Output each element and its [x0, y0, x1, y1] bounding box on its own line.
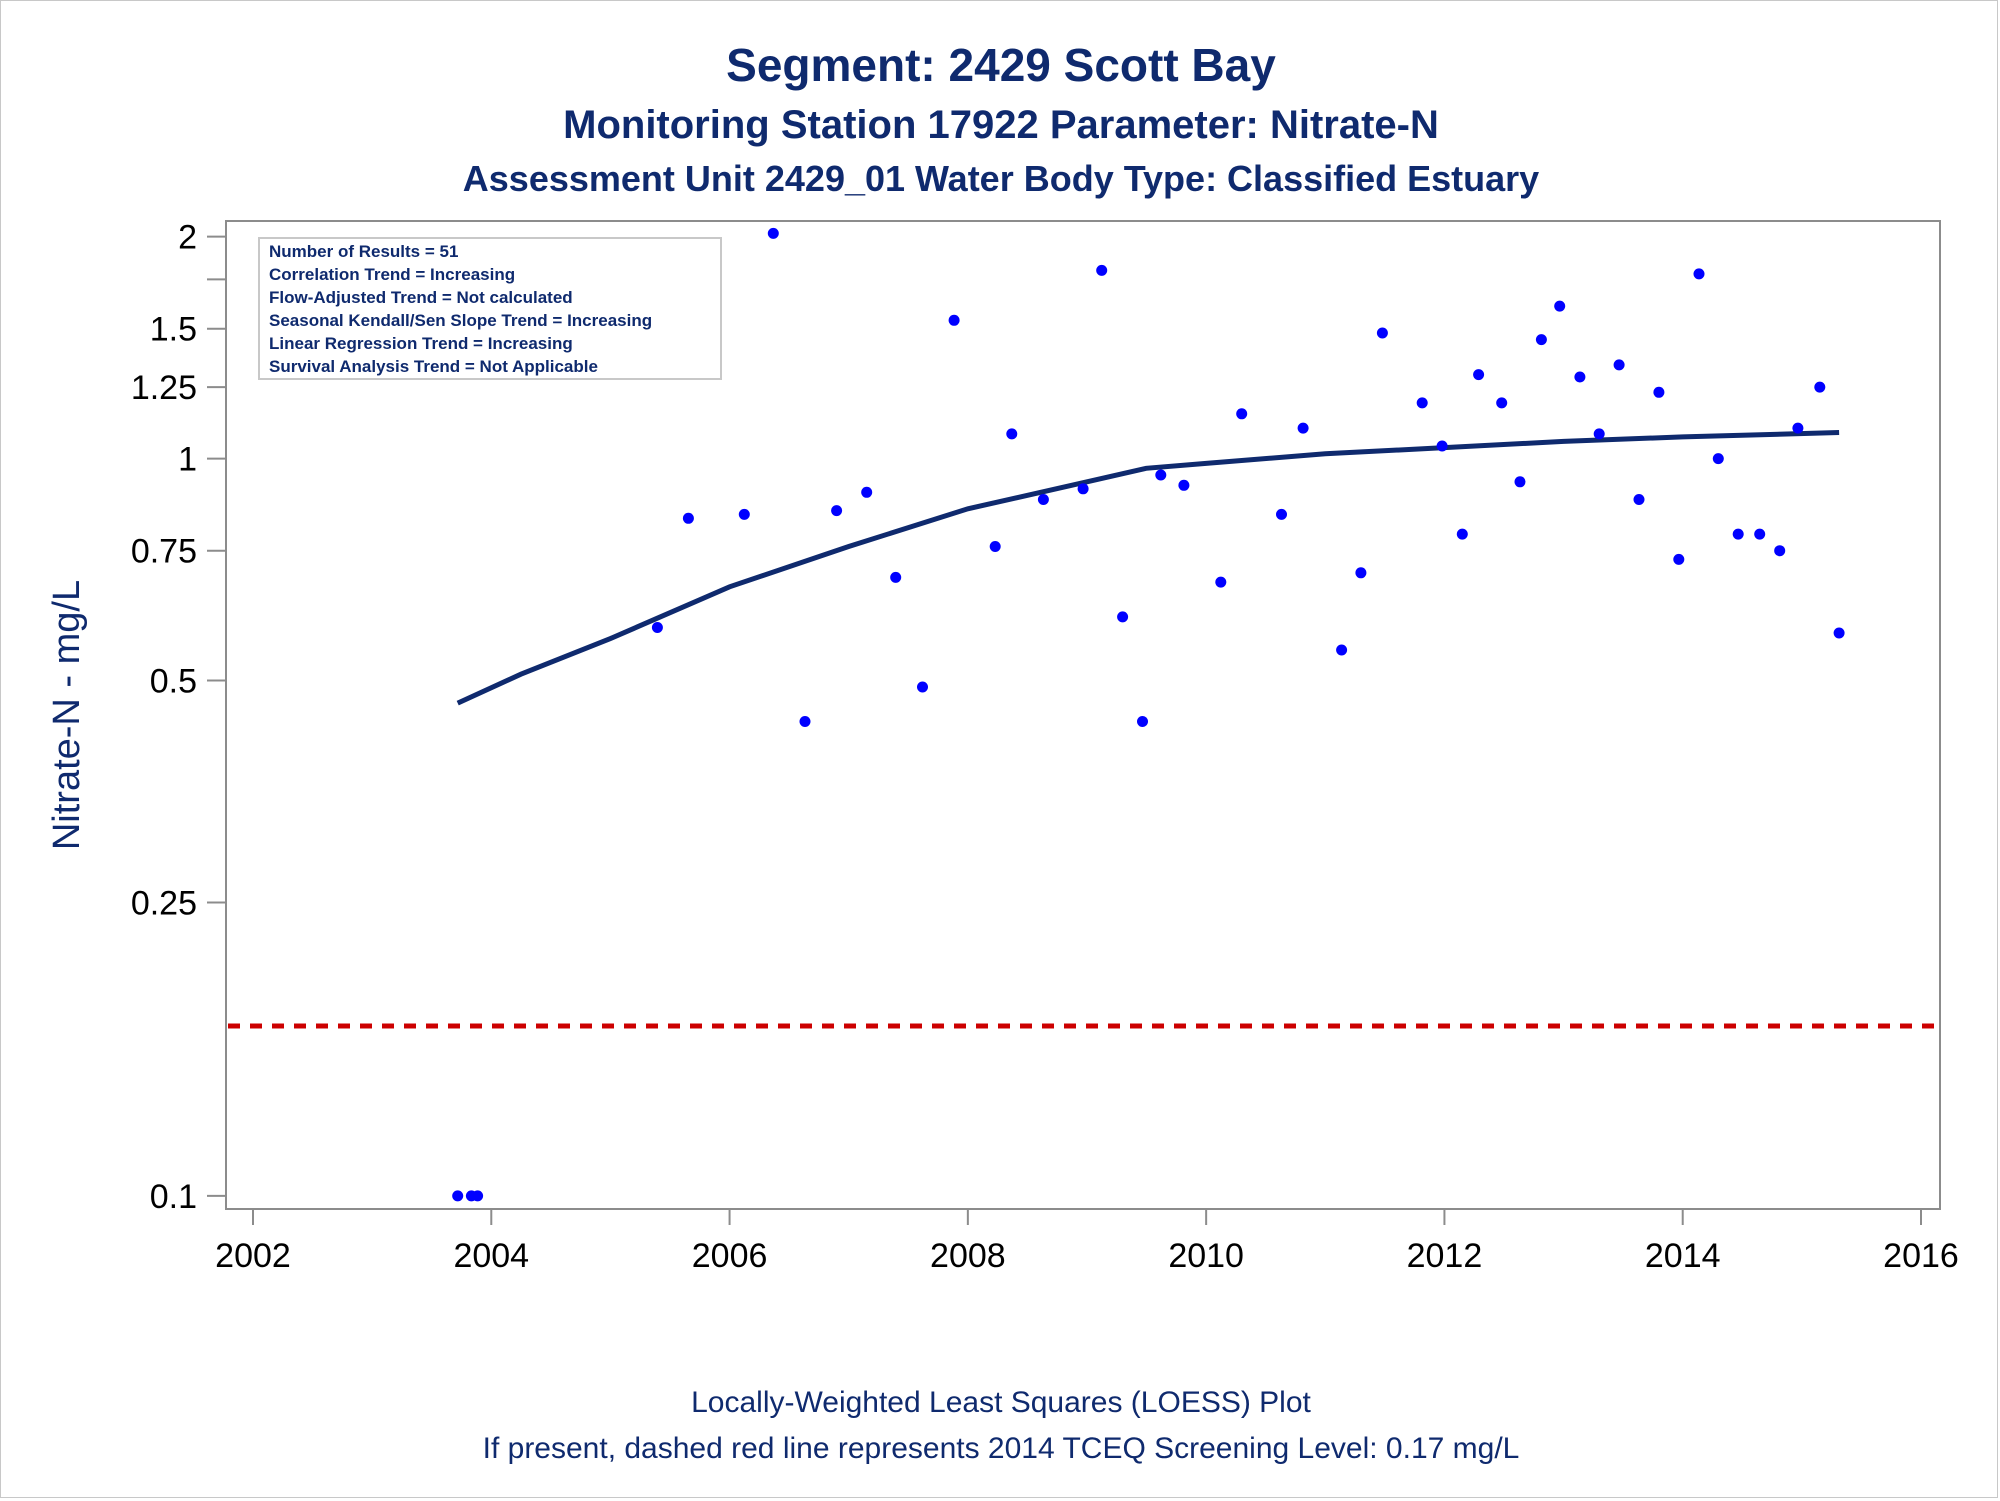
legend-line-seasonal-kendall: Seasonal Kendall/Sen Slope Trend = Incre…: [269, 311, 652, 330]
data-point: [1613, 359, 1625, 371]
y-tick-label: 2: [178, 219, 197, 257]
plot-area-border: [225, 220, 1941, 1210]
x-tick-label: 2010: [1168, 1237, 1244, 1275]
data-point: [1077, 483, 1089, 495]
data-point: [1178, 479, 1190, 491]
data-point: [799, 716, 811, 727]
data-point: [1673, 553, 1685, 565]
data-point: [1236, 408, 1248, 420]
data-point: [682, 512, 694, 524]
data-point: [1574, 371, 1586, 383]
legend-line-correlation: Correlation Trend = Increasing: [269, 265, 515, 284]
y-tick-label: 0.25: [131, 885, 197, 923]
data-point: [917, 681, 928, 693]
stats-legend-box: [258, 237, 722, 380]
data-point: [1336, 644, 1348, 656]
y-tick-label: 1.5: [150, 311, 197, 349]
x-tick-label: 2008: [930, 1237, 1006, 1275]
data-point: [738, 508, 750, 520]
data-point: [989, 541, 1001, 552]
data-point: [1754, 528, 1766, 540]
data-point: [1416, 397, 1428, 409]
data-point: [890, 571, 902, 583]
x-axis: 2002 2004 2006 2008 2010 2012 2014 2016: [215, 1209, 1959, 1275]
data-point: [1436, 440, 1448, 452]
footnote-loess: Locally-Weighted Least Squares (LOESS) P…: [691, 1386, 1311, 1419]
x-tick-label: 2014: [1645, 1237, 1721, 1275]
chart-subtitle-2: Assessment Unit 2429_01 Water Body Type:…: [463, 158, 1539, 199]
data-point: [472, 1190, 484, 1202]
data-point: [1096, 264, 1108, 276]
data-point: [948, 314, 960, 326]
data-point: [1006, 428, 1018, 440]
loess-trend-line: [456, 430, 1840, 706]
y-tick-label: 0.1: [150, 1178, 197, 1216]
y-tick-label: 1: [178, 441, 197, 479]
data-point: [1215, 576, 1227, 588]
data-point: [452, 1190, 464, 1202]
legend-line-results: Number of Results = 51: [269, 242, 458, 261]
data-points: [452, 227, 1845, 1202]
y-tick-label: 1.25: [131, 369, 197, 407]
chart-title: Segment: 2429 Scott Bay: [726, 39, 1276, 91]
data-point: [1732, 528, 1744, 540]
stats-legend: Number of Results = 51 Correlation Trend…: [258, 237, 722, 380]
data-point: [1137, 716, 1148, 727]
data-point: [1712, 453, 1724, 465]
data-point: [1774, 545, 1786, 557]
data-point: [1496, 397, 1508, 409]
y-tick-label: 0.5: [150, 663, 197, 701]
data-point: [831, 505, 843, 517]
data-point: [1297, 422, 1309, 434]
footnote-screening-level: If present, dashed red line represents 2…: [483, 1432, 1520, 1465]
y-axis: 0.1 0.25 0.5 0.75 1 1.25 1.5 2: [131, 219, 226, 1216]
data-point: [1554, 300, 1566, 312]
legend-line-flow-adjusted: Flow-Adjusted Trend = Not calculated: [269, 288, 573, 307]
x-tick-label: 2016: [1883, 1237, 1959, 1275]
chart-subtitle-1: Monitoring Station 17922 Parameter: Nitr…: [563, 103, 1439, 147]
data-point: [1792, 422, 1804, 434]
data-point: [1593, 428, 1605, 440]
data-point: [1473, 369, 1485, 381]
data-point: [1276, 508, 1287, 520]
data-point: [1653, 386, 1665, 398]
data-point: [1514, 476, 1526, 488]
legend-line-linear-regression: Linear Regression Trend = Increasing: [269, 334, 573, 353]
data-point: [651, 622, 663, 633]
data-point: [1355, 567, 1367, 579]
data-point: [1814, 381, 1826, 393]
data-point: [1535, 334, 1547, 346]
data-point: [861, 486, 873, 498]
legend-line-survival-analysis: Survival Analysis Trend = Not Applicable: [269, 357, 598, 376]
x-tick-label: 2002: [215, 1237, 291, 1275]
data-point: [1833, 627, 1845, 639]
y-tick-label: 0.75: [131, 533, 197, 571]
y-axis-label: Nitrate-N - mg/L: [46, 580, 88, 850]
data-point: [1456, 528, 1468, 540]
x-tick-label: 2004: [453, 1237, 529, 1275]
data-point: [1376, 327, 1388, 339]
data-point: [767, 227, 779, 239]
data-point: [1117, 611, 1129, 623]
x-tick-label: 2006: [692, 1237, 768, 1275]
x-tick-label: 2012: [1407, 1237, 1483, 1275]
data-point: [1693, 268, 1705, 280]
data-point: [1155, 469, 1167, 481]
data-point: [1633, 494, 1645, 505]
data-point: [1037, 494, 1049, 505]
